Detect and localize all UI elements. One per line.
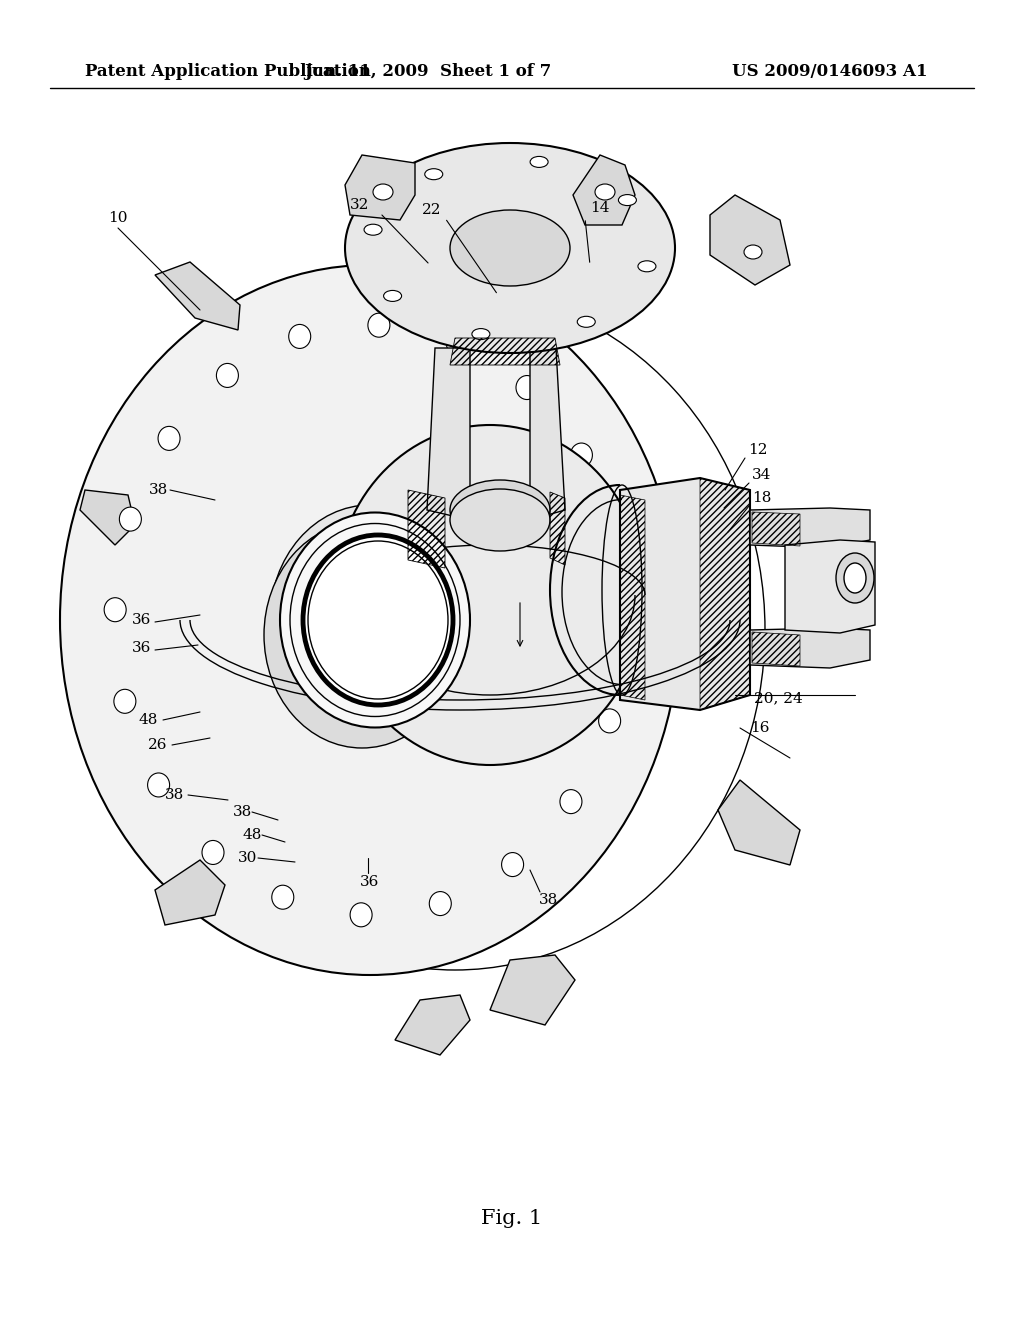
Ellipse shape: [429, 891, 452, 916]
Ellipse shape: [450, 488, 550, 550]
Polygon shape: [155, 261, 240, 330]
Ellipse shape: [365, 224, 382, 235]
Text: 32: 32: [350, 198, 370, 213]
Ellipse shape: [844, 564, 866, 593]
Ellipse shape: [280, 512, 470, 727]
Ellipse shape: [368, 313, 390, 337]
Text: 30: 30: [239, 851, 258, 865]
Text: 10: 10: [109, 211, 128, 224]
Polygon shape: [490, 954, 575, 1026]
Text: 18: 18: [753, 491, 772, 506]
Ellipse shape: [145, 290, 765, 970]
Polygon shape: [710, 195, 790, 285]
Ellipse shape: [384, 290, 401, 301]
Polygon shape: [155, 861, 225, 925]
Polygon shape: [750, 508, 870, 548]
Ellipse shape: [216, 363, 239, 388]
Text: 38: 38: [148, 483, 168, 498]
Ellipse shape: [345, 143, 675, 352]
Polygon shape: [718, 780, 800, 865]
Ellipse shape: [618, 194, 636, 206]
Ellipse shape: [373, 183, 393, 201]
Ellipse shape: [308, 541, 449, 700]
Ellipse shape: [744, 246, 762, 259]
Ellipse shape: [120, 507, 141, 531]
Ellipse shape: [350, 903, 372, 927]
Ellipse shape: [303, 535, 453, 705]
Text: Patent Application Publication: Patent Application Publication: [85, 63, 371, 81]
Text: 36: 36: [360, 875, 380, 888]
Ellipse shape: [335, 425, 645, 766]
Polygon shape: [427, 348, 470, 520]
Text: 16: 16: [751, 721, 770, 735]
Text: Fig. 1: Fig. 1: [481, 1209, 543, 1228]
Text: 22: 22: [422, 203, 441, 216]
Text: 36: 36: [132, 642, 152, 655]
Ellipse shape: [114, 689, 136, 713]
Ellipse shape: [836, 553, 874, 603]
Text: 14: 14: [590, 201, 609, 215]
Text: 38: 38: [232, 805, 252, 818]
Polygon shape: [620, 478, 750, 710]
Text: US 2009/0146093 A1: US 2009/0146093 A1: [732, 63, 928, 81]
Ellipse shape: [271, 886, 294, 909]
Polygon shape: [785, 540, 874, 634]
Text: 48: 48: [138, 713, 158, 727]
Text: 26: 26: [148, 738, 168, 752]
Text: 34: 34: [753, 469, 772, 482]
Ellipse shape: [560, 789, 582, 813]
Ellipse shape: [530, 157, 548, 168]
Ellipse shape: [472, 329, 489, 339]
Text: 48: 48: [243, 828, 262, 842]
Ellipse shape: [570, 444, 593, 467]
Polygon shape: [345, 154, 415, 220]
Polygon shape: [80, 490, 135, 545]
Ellipse shape: [516, 375, 538, 400]
Text: 36: 36: [132, 612, 152, 627]
Ellipse shape: [264, 521, 460, 748]
Ellipse shape: [595, 183, 615, 201]
Ellipse shape: [638, 261, 656, 272]
Polygon shape: [530, 348, 565, 520]
Ellipse shape: [446, 331, 468, 355]
Ellipse shape: [604, 527, 626, 550]
Ellipse shape: [289, 325, 310, 348]
Polygon shape: [573, 154, 635, 224]
Ellipse shape: [502, 853, 523, 876]
Ellipse shape: [599, 709, 621, 733]
Polygon shape: [750, 628, 870, 668]
Ellipse shape: [158, 426, 180, 450]
Text: 12: 12: [749, 444, 768, 457]
Text: 20, 24: 20, 24: [754, 690, 803, 705]
Text: 38: 38: [165, 788, 184, 803]
Ellipse shape: [613, 618, 636, 643]
Ellipse shape: [104, 598, 126, 622]
Ellipse shape: [60, 265, 680, 975]
Ellipse shape: [578, 317, 595, 327]
Ellipse shape: [270, 506, 470, 735]
Ellipse shape: [202, 841, 224, 865]
Polygon shape: [395, 995, 470, 1055]
Ellipse shape: [450, 480, 550, 540]
Ellipse shape: [425, 169, 442, 180]
Ellipse shape: [450, 210, 570, 286]
Ellipse shape: [147, 774, 170, 797]
Text: 38: 38: [539, 894, 558, 907]
Text: Jun. 11, 2009  Sheet 1 of 7: Jun. 11, 2009 Sheet 1 of 7: [304, 63, 552, 81]
